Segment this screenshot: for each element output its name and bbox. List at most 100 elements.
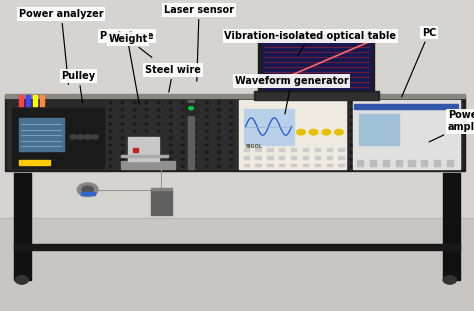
Circle shape	[61, 165, 64, 167]
Bar	[359, 114, 399, 145]
Circle shape	[218, 116, 220, 118]
Circle shape	[362, 165, 365, 167]
Circle shape	[266, 151, 269, 153]
Circle shape	[13, 144, 16, 146]
Circle shape	[97, 109, 100, 111]
Bar	[255, 148, 261, 151]
Circle shape	[398, 123, 401, 125]
Circle shape	[145, 158, 148, 160]
Circle shape	[398, 109, 401, 111]
Bar	[327, 164, 332, 166]
Circle shape	[410, 165, 413, 167]
Circle shape	[133, 102, 136, 104]
Circle shape	[362, 102, 365, 104]
Circle shape	[422, 102, 425, 104]
Circle shape	[350, 137, 353, 139]
Text: Pulley: Pulley	[62, 71, 96, 103]
Circle shape	[218, 109, 220, 111]
Circle shape	[133, 123, 136, 125]
Circle shape	[157, 109, 160, 111]
Bar	[239, 100, 346, 169]
Circle shape	[49, 102, 52, 104]
Circle shape	[49, 123, 52, 125]
Bar	[353, 100, 460, 169]
Circle shape	[193, 144, 196, 146]
Circle shape	[434, 151, 437, 153]
Circle shape	[362, 109, 365, 111]
Circle shape	[189, 107, 193, 110]
Circle shape	[350, 158, 353, 160]
Circle shape	[254, 158, 256, 160]
Circle shape	[182, 123, 184, 125]
Circle shape	[314, 158, 317, 160]
Bar	[188, 100, 194, 169]
Circle shape	[302, 158, 305, 160]
Circle shape	[362, 130, 365, 132]
Circle shape	[447, 116, 449, 118]
Circle shape	[157, 165, 160, 167]
Circle shape	[16, 276, 28, 284]
Circle shape	[218, 102, 220, 104]
Circle shape	[338, 116, 341, 118]
Bar	[303, 148, 308, 151]
Circle shape	[350, 144, 353, 146]
Bar	[7, 100, 462, 169]
Bar	[327, 148, 332, 151]
Circle shape	[218, 165, 220, 167]
Circle shape	[85, 123, 88, 125]
Circle shape	[278, 102, 281, 104]
Circle shape	[229, 109, 232, 111]
Circle shape	[121, 151, 124, 153]
Circle shape	[182, 158, 184, 160]
Circle shape	[302, 109, 305, 111]
Bar	[0, 0, 474, 218]
Circle shape	[458, 123, 461, 125]
Bar	[14, 173, 31, 280]
Circle shape	[314, 116, 317, 118]
Bar	[409, 160, 415, 166]
Circle shape	[229, 144, 232, 146]
Circle shape	[109, 137, 112, 139]
Bar	[370, 160, 376, 166]
Bar	[255, 156, 261, 159]
Bar	[244, 148, 249, 151]
Circle shape	[410, 158, 413, 160]
Circle shape	[326, 116, 329, 118]
Circle shape	[447, 158, 449, 160]
Circle shape	[410, 137, 413, 139]
Circle shape	[229, 130, 232, 132]
Circle shape	[25, 123, 27, 125]
Circle shape	[85, 116, 88, 118]
Text: PC: PC	[401, 28, 436, 97]
Circle shape	[254, 102, 256, 104]
Circle shape	[205, 116, 208, 118]
Circle shape	[77, 135, 84, 139]
Circle shape	[182, 137, 184, 139]
Circle shape	[37, 123, 40, 125]
Circle shape	[121, 116, 124, 118]
Circle shape	[169, 123, 172, 125]
Circle shape	[422, 116, 425, 118]
Bar	[151, 188, 172, 190]
Circle shape	[434, 130, 437, 132]
Circle shape	[218, 144, 220, 146]
Bar	[244, 164, 249, 166]
Circle shape	[205, 144, 208, 146]
Circle shape	[193, 102, 196, 104]
Bar	[279, 148, 284, 151]
Circle shape	[169, 109, 172, 111]
Circle shape	[302, 102, 305, 104]
Circle shape	[193, 130, 196, 132]
Bar	[303, 156, 308, 159]
Circle shape	[49, 165, 52, 167]
Circle shape	[338, 123, 341, 125]
Circle shape	[350, 109, 353, 111]
Circle shape	[447, 123, 449, 125]
Circle shape	[326, 158, 329, 160]
Circle shape	[374, 137, 377, 139]
Circle shape	[13, 102, 16, 104]
Circle shape	[458, 116, 461, 118]
Bar	[338, 148, 344, 151]
Circle shape	[422, 158, 425, 160]
Circle shape	[447, 130, 449, 132]
